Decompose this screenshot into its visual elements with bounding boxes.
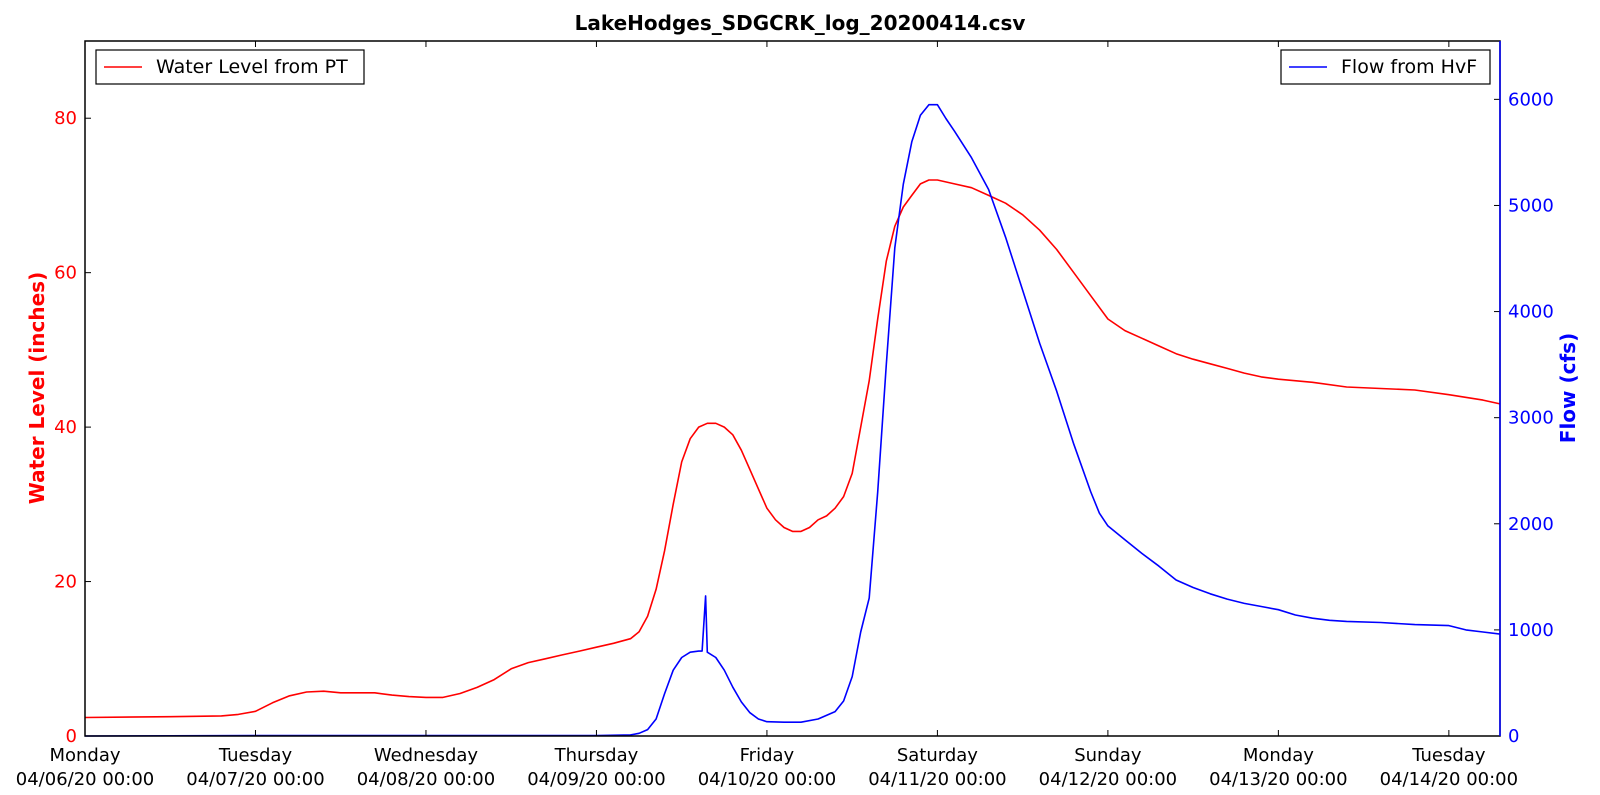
x-tick-day-label: Monday [1243,745,1314,766]
right-y-tick-label: 4000 [1508,302,1554,323]
left-y-tick-label: 40 [54,417,77,438]
right-y-tick-label: 0 [1508,726,1519,747]
chart-title: LakeHodges_SDGCRK_log_20200414.csv [575,11,1026,35]
flow-line [84,103,1501,737]
left-axis-label: Water Level (inches) [25,272,49,504]
series-layer [84,103,1501,737]
x-tick-date-label: 04/13/20 00:00 [1209,769,1347,790]
right-y-tick-label: 5000 [1508,195,1554,216]
x-tick-day-label: Friday [740,745,795,766]
right-y-tick-label: 3000 [1508,408,1554,429]
x-tick-day-label: Tuesday [1411,745,1486,766]
right-axis-label: Flow (cfs) [1556,333,1580,443]
x-tick-date-label: 04/10/20 00:00 [698,769,836,790]
x-tick-date-label: 04/09/20 00:00 [527,769,665,790]
x-tick-date-label: 04/11/20 00:00 [868,769,1006,790]
plot-frame [84,40,1501,737]
legend-left: Water Level from PT [95,49,365,85]
legend-left-label: Water Level from PT [156,56,348,78]
right-y-tick-label: 6000 [1508,89,1554,110]
x-tick-date-label: 04/07/20 00:00 [186,769,324,790]
ticks-layer: Monday 04/06/20 00:00 Tuesday 04/07/20 00:0… [16,41,1554,790]
left-y-tick-label: 20 [54,572,77,593]
x-tick-date-label: 04/08/20 00:00 [357,769,495,790]
x-tick-day-label: Sunday [1074,745,1142,766]
left-y-tick-label: 80 [54,108,77,129]
right-y-tick-label: 2000 [1508,514,1554,535]
x-tick-day-label: Thursday [554,745,639,766]
legend-right-label: Flow from HvF [1341,56,1477,78]
left-y-tick-label: 0 [66,726,77,747]
x-tick-day-label: Monday [49,745,120,766]
water-level-line [84,179,1501,719]
legend-right: Flow from HvF [1280,49,1491,85]
x-tick-day-label: Tuesday [218,745,293,766]
x-tick-day-label: Saturday [897,745,978,766]
x-tick-date-label: 04/14/20 00:00 [1380,769,1518,790]
x-tick-date-label: 04/06/20 00:00 [16,769,154,790]
left-y-tick-label: 60 [54,263,77,284]
x-tick-date-label: 04/12/20 00:00 [1039,769,1177,790]
right-y-tick-label: 1000 [1508,620,1554,641]
x-tick-day-label: Wednesday [374,745,479,766]
